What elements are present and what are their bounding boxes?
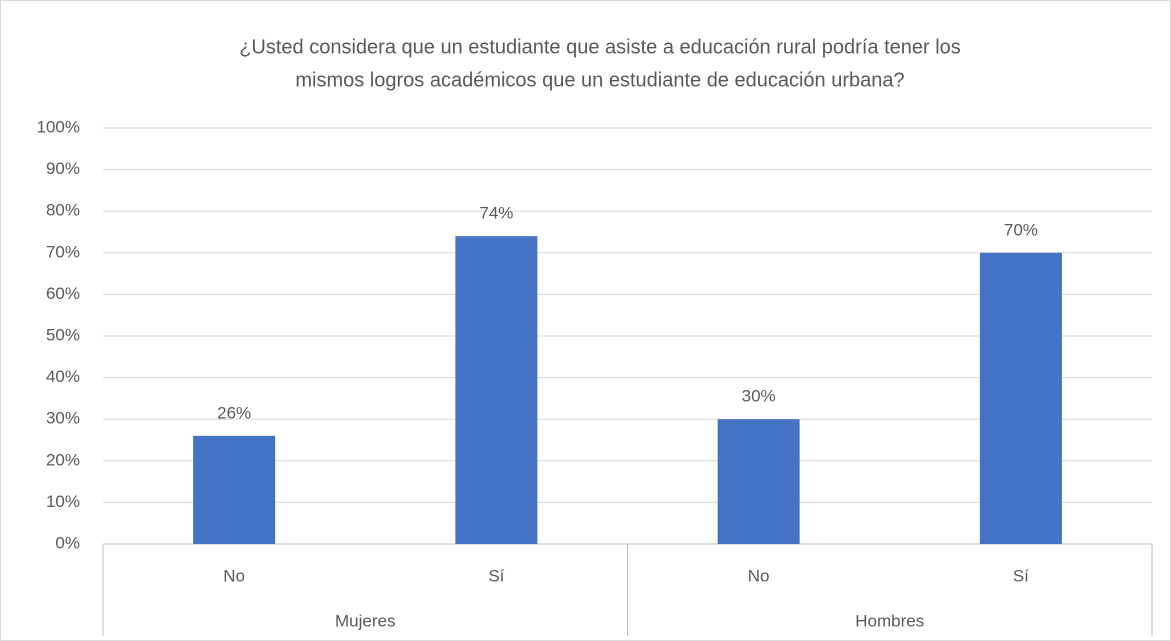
data-label: 74%	[479, 204, 513, 223]
x-tick-label: No	[748, 566, 770, 585]
x-tick-label: Sí	[1013, 566, 1029, 585]
y-tick-label: 0%	[55, 533, 80, 552]
y-tick-label: 100%	[37, 117, 80, 136]
x-tick-label: No	[223, 566, 245, 585]
bar	[193, 435, 276, 544]
bar	[979, 252, 1062, 545]
chart-title: mismos logros académicos que un estudian…	[295, 69, 904, 91]
y-tick-label: 90%	[46, 159, 80, 178]
bar	[455, 236, 538, 544]
group-label: Mujeres	[335, 611, 395, 630]
data-label: 26%	[217, 403, 251, 422]
data-label: 70%	[1004, 220, 1038, 239]
y-tick-label: 20%	[46, 450, 80, 469]
y-tick-label: 70%	[46, 242, 80, 261]
bar	[717, 419, 800, 544]
y-tick-label: 60%	[46, 284, 80, 303]
group-label: Hombres	[855, 611, 924, 630]
x-tick-label: Sí	[488, 566, 504, 585]
y-tick-label: 30%	[46, 409, 80, 428]
y-tick-label: 50%	[46, 325, 80, 344]
y-tick-label: 80%	[46, 201, 80, 220]
chart-title: ¿Usted considera que un estudiante que a…	[239, 36, 961, 58]
data-label: 30%	[742, 387, 776, 406]
y-tick-label: 10%	[46, 492, 80, 511]
y-tick-label: 40%	[46, 367, 80, 386]
